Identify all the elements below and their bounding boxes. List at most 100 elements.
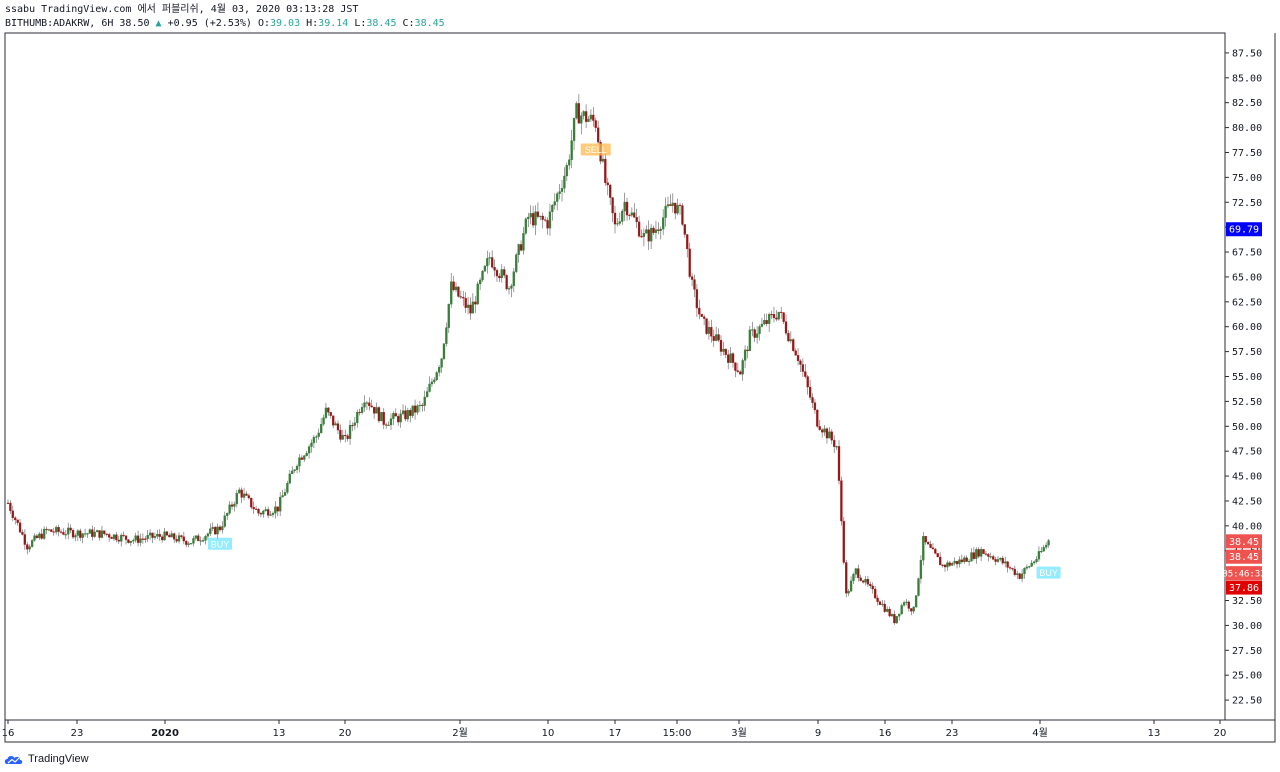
candle-down	[929, 543, 932, 548]
candle-down	[794, 350, 797, 356]
candle-up	[88, 529, 92, 534]
price-tick-label: 65.00	[1232, 272, 1262, 283]
candle-up	[418, 404, 422, 407]
candle-down	[254, 508, 258, 510]
candle-down	[936, 553, 939, 558]
candle-down	[609, 184, 612, 198]
candle-down	[91, 529, 94, 537]
price-marker	[1226, 222, 1262, 237]
candle-up	[363, 402, 366, 408]
candle-up	[618, 221, 621, 224]
candle-down	[26, 544, 29, 550]
low-value: 38.45	[366, 18, 397, 29]
time-tick-label: 9	[815, 728, 821, 739]
candle-up	[95, 530, 99, 533]
candle-up	[315, 436, 318, 438]
candle-down	[792, 339, 795, 351]
candle-up	[317, 432, 320, 437]
candle-down	[103, 530, 106, 535]
candle-up	[671, 202, 674, 206]
candle-down	[40, 533, 43, 539]
time-tick-label: 3월	[731, 727, 747, 739]
candle-down	[474, 301, 477, 305]
candle-down	[878, 601, 882, 605]
candle-down	[358, 411, 361, 414]
candle-up	[440, 358, 443, 368]
candle-down	[250, 497, 253, 508]
candle-down	[924, 536, 927, 543]
candle-up	[401, 410, 405, 414]
candle-up	[951, 563, 954, 566]
candle-down	[888, 608, 891, 617]
candle-up	[201, 540, 205, 542]
candle-down	[837, 446, 841, 481]
candle-up	[789, 339, 792, 342]
candle-up	[979, 549, 983, 557]
candle-up	[621, 210, 624, 222]
price-marker-label: 05:46:33	[1222, 570, 1265, 580]
candle-down	[394, 413, 397, 417]
candle-up	[763, 320, 766, 325]
candle-up	[223, 515, 226, 527]
candle-down	[818, 426, 821, 430]
candle-down	[230, 504, 234, 507]
tradingview-logo[interactable]: TradingView	[4, 751, 89, 767]
candle-down	[50, 529, 53, 532]
candle-up	[743, 349, 747, 361]
candle-down	[1013, 568, 1016, 575]
candle-down	[770, 314, 773, 316]
candle-up	[486, 258, 489, 267]
candle-up	[560, 188, 564, 192]
candle-down	[594, 120, 597, 128]
candle-up	[522, 233, 525, 251]
price-tick-label: 45.00	[1232, 472, 1262, 483]
candle-up	[902, 602, 906, 606]
candle-down	[259, 513, 263, 515]
candle-down	[688, 248, 691, 277]
candle-up	[411, 405, 414, 416]
candle-down	[719, 339, 723, 352]
candle-down	[717, 334, 720, 341]
candle-up	[86, 533, 89, 535]
candle-down	[62, 532, 65, 535]
candle-down	[457, 286, 460, 297]
candle-down	[695, 289, 699, 309]
candle-up	[305, 452, 308, 456]
candle-down	[724, 348, 727, 355]
candle-down	[368, 402, 371, 407]
candle-up	[572, 117, 576, 141]
candle-up	[226, 513, 229, 516]
candle-down	[182, 536, 185, 542]
candle-up	[1047, 540, 1050, 546]
price-tick-label: 60.00	[1232, 322, 1262, 333]
candle-up	[975, 549, 978, 559]
candle-down	[804, 371, 807, 377]
time-tick-label: 16	[2, 728, 15, 739]
candle-up	[38, 533, 41, 539]
candle-up	[177, 535, 181, 542]
candle-up	[242, 493, 246, 498]
candle-up	[206, 533, 210, 537]
price-tick-label: 47.50	[1232, 447, 1262, 458]
time-tick-label: 13	[1148, 728, 1161, 739]
candle-up	[1023, 568, 1026, 574]
price-tick-label: 75.00	[1232, 173, 1262, 184]
symbol-label[interactable]: BITHUMB:ADAKRW, 6H	[5, 18, 114, 29]
time-tick-label: 10	[542, 728, 555, 739]
candle-up	[375, 407, 378, 414]
signal-label: BUY	[1039, 568, 1058, 578]
candle-down	[693, 279, 696, 290]
candle-up	[442, 343, 446, 359]
candle-down	[543, 219, 547, 221]
candle-up	[1004, 561, 1007, 564]
candle-up	[209, 528, 212, 534]
candle-down	[992, 556, 995, 560]
candle-up	[447, 304, 450, 328]
time-tick-label: 17	[609, 728, 622, 739]
candle-up	[228, 504, 231, 514]
candle-up	[146, 534, 149, 540]
candle-down	[705, 318, 708, 334]
candle-down	[1011, 568, 1014, 570]
candle-up	[478, 279, 482, 285]
